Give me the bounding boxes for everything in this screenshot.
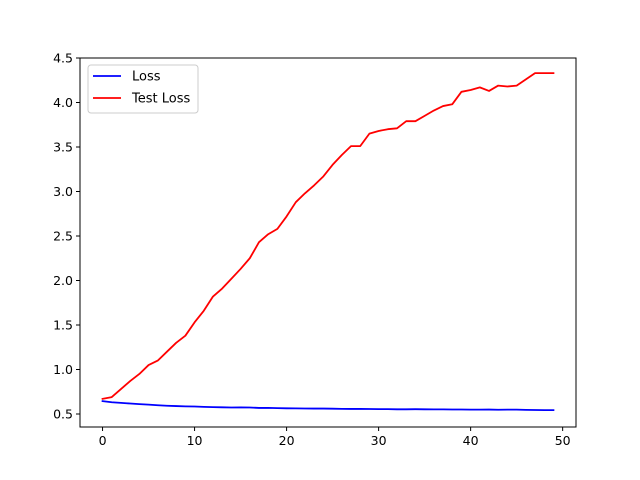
y-tick-label: 3.0: [53, 184, 73, 199]
plot-area: [80, 58, 576, 427]
y-tick-label: 0.5: [53, 407, 73, 422]
legend-box: [87, 64, 199, 114]
y-tick-label: 1.5: [53, 318, 73, 333]
plot-frame: [79, 57, 577, 428]
y-tick-label: 2.5: [53, 229, 73, 244]
x-tick-label: 50: [555, 433, 571, 448]
x-axis: 0 10 20 30 40 50: [99, 427, 571, 448]
x-tick-label: 10: [187, 433, 203, 448]
x-tick-label: 40: [463, 433, 479, 448]
y-tick-label: 2.0: [53, 273, 73, 288]
legend: Loss Test Loss: [87, 64, 199, 114]
y-axis: 0.5 1.0 1.5 2.0 2.5 3.0 3.5 4.0 4.5: [53, 51, 80, 422]
x-tick-label: 30: [371, 433, 387, 448]
x-tick-label: 0: [99, 433, 107, 448]
legend-label-test-loss: Test Loss: [131, 92, 190, 107]
y-tick-label: 4.0: [53, 95, 73, 110]
series-line-loss: [101, 400, 555, 411]
legend-label-loss: Loss: [132, 70, 161, 85]
y-tick-label: 1.0: [53, 362, 73, 377]
y-tick-label: 3.5: [53, 140, 73, 155]
series-line-test-loss: [101, 72, 555, 400]
y-tick-label: 4.5: [53, 51, 73, 66]
series-layer: [101, 72, 555, 411]
x-tick-label: 20: [279, 433, 295, 448]
